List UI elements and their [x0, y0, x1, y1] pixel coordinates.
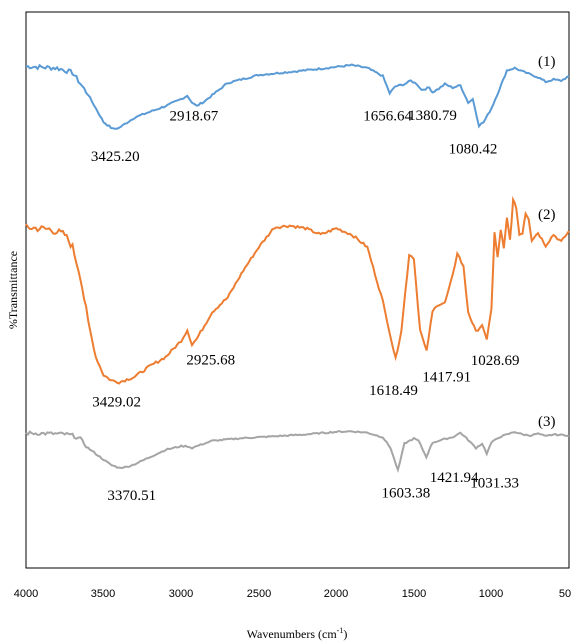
x-axis-label-superscript: -1: [337, 626, 344, 635]
peak-label: 1656.64: [363, 108, 412, 124]
series-line-1: [25, 63, 570, 130]
tick-layer: 4000 3500 3000 2500 2000 1500 1000 50: [14, 588, 571, 600]
peak-label: 1618.49: [369, 383, 418, 399]
series-line-3: [25, 430, 570, 474]
peak-label: 1380.79: [408, 108, 457, 124]
series-line-2: [25, 195, 570, 385]
x-tick-label: 2500: [247, 588, 271, 600]
x-tick-label: 3000: [169, 588, 193, 600]
x-axis-label: Wavenumbers (cm-1): [247, 626, 348, 641]
peak-label: 3370.51: [107, 488, 156, 504]
peak-label: 1417.91: [422, 370, 471, 386]
x-tick-label: 2000: [324, 588, 348, 600]
peak-label: 1031.33: [470, 475, 519, 491]
series-name-label-2: (2): [538, 207, 556, 223]
x-tick-label: 50: [559, 588, 571, 600]
peak-label: 2925.68: [186, 352, 235, 368]
peak-label: 1080.42: [449, 142, 498, 158]
x-axis-label-close: ): [343, 627, 347, 641]
x-tick-label: 1000: [479, 588, 503, 600]
plot-area-frame: [25, 11, 570, 569]
y-axis-label: %Transmittance: [6, 251, 20, 329]
peak-label: 1421.94: [430, 470, 479, 486]
peak-label: 3425.20: [91, 149, 140, 165]
peak-label: 1028.69: [471, 353, 520, 369]
x-tick-label: 1500: [402, 588, 426, 600]
x-tick-label: 3500: [91, 588, 115, 600]
peak-label: 3429.02: [92, 394, 141, 410]
peak-label: 2918.67: [169, 109, 218, 125]
peak-label: 1603.38: [382, 486, 431, 502]
series-name-label-1: (1): [538, 54, 556, 70]
x-axis-label-main: Wavenumbers (cm: [247, 627, 338, 641]
series-name-label-3: (3): [538, 414, 556, 430]
x-tick-label: 4000: [14, 588, 38, 600]
